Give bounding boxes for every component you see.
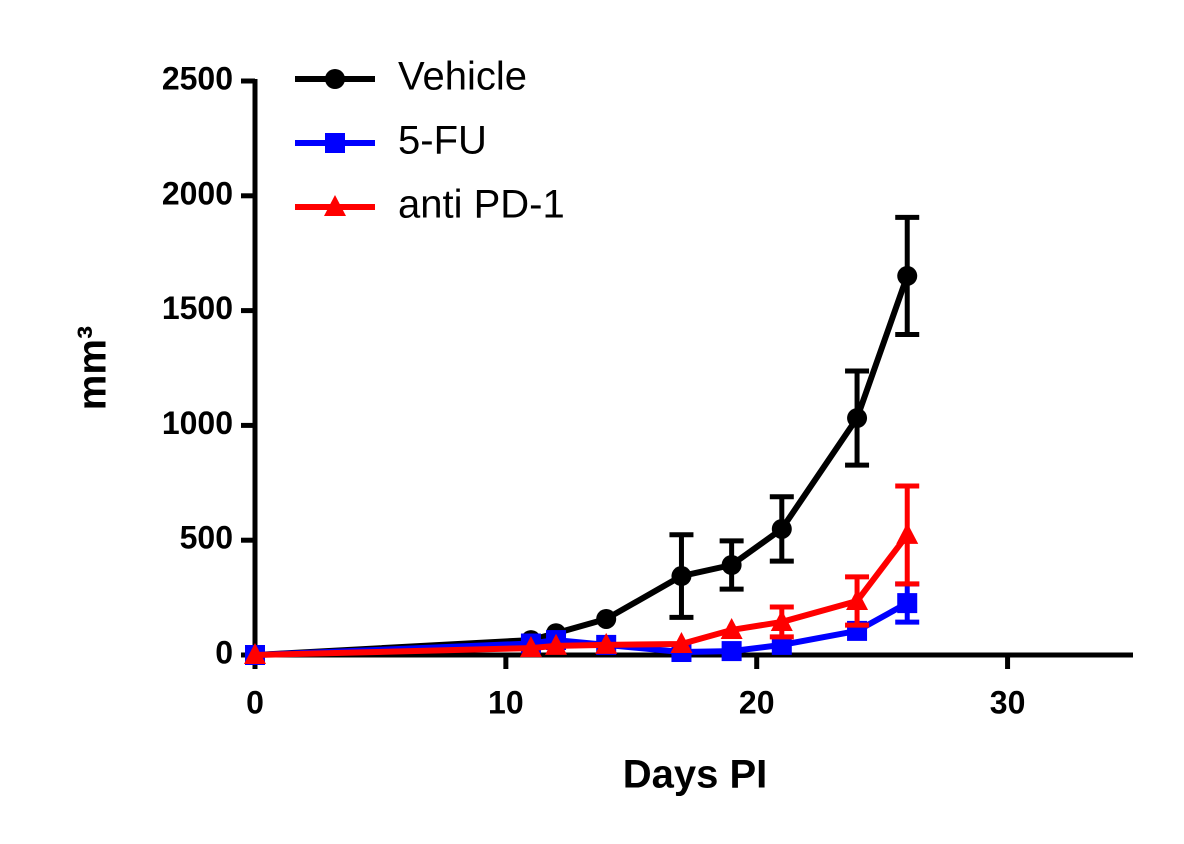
y-axis-label: mm³ — [71, 326, 115, 410]
x-tick-label: 0 — [246, 684, 264, 720]
x-tick-label: 10 — [488, 684, 524, 720]
y-tick-label: 2500 — [162, 60, 233, 96]
y-tick-label: 1500 — [162, 290, 233, 326]
x-tick-label: 30 — [990, 684, 1026, 720]
marker — [519, 636, 542, 658]
legend-label: 5-FU — [398, 119, 487, 163]
y-tick-label: 500 — [180, 520, 233, 556]
marker — [720, 617, 743, 639]
marker — [324, 195, 346, 216]
marker — [595, 632, 618, 654]
marker — [721, 554, 742, 575]
y-tick-label: 1000 — [162, 405, 233, 441]
marker — [325, 133, 345, 153]
marker — [244, 643, 266, 664]
marker — [771, 634, 792, 655]
marker — [770, 609, 793, 631]
marker — [671, 566, 692, 587]
series-line — [254, 274, 911, 658]
y-tick-label: 0 — [215, 634, 233, 670]
marker — [846, 589, 869, 611]
marker — [596, 608, 617, 629]
marker — [847, 408, 868, 429]
marker — [670, 631, 693, 653]
marker — [771, 518, 792, 539]
x-tick-label: 20 — [739, 684, 775, 720]
marker — [325, 69, 345, 89]
marker — [721, 641, 742, 662]
legend-label: anti PD-1 — [398, 183, 565, 227]
marker — [545, 633, 568, 655]
marker — [897, 593, 918, 614]
x-axis-label: Days PI — [623, 753, 768, 797]
legend-label: Vehicle — [398, 55, 527, 99]
marker — [897, 265, 918, 286]
marker — [896, 522, 919, 544]
y-tick-label: 2000 — [162, 175, 233, 211]
